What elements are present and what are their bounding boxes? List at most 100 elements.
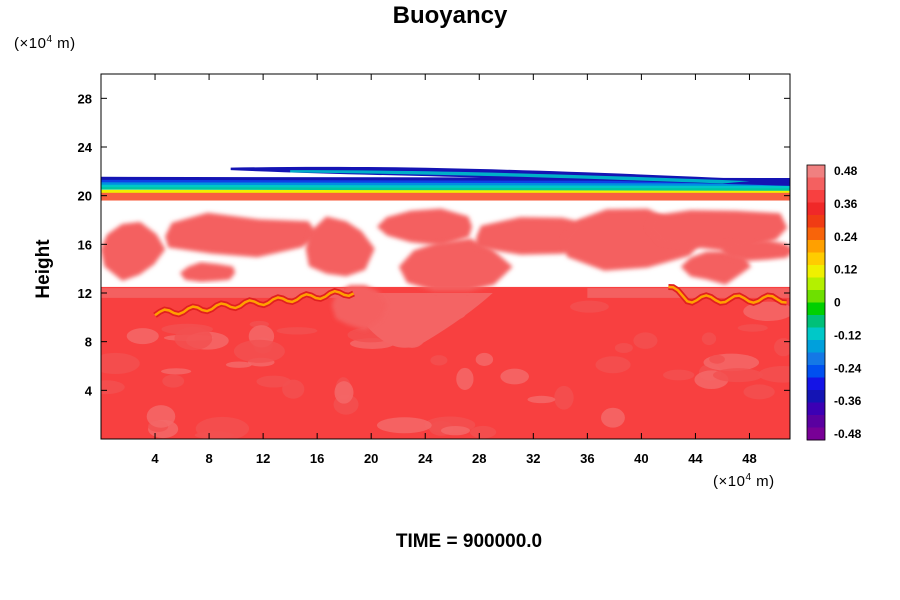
y-tick-label: 8 bbox=[85, 335, 92, 350]
lower-texture bbox=[600, 407, 625, 428]
lower-texture bbox=[500, 368, 529, 385]
colorbar-label: -0.24 bbox=[834, 361, 862, 375]
upper-band-left bbox=[101, 288, 345, 298]
x-tick-label: 12 bbox=[256, 451, 270, 466]
lower-texture bbox=[475, 352, 494, 366]
colorbar-label: -0.12 bbox=[834, 328, 862, 342]
colorbar-label: 0.24 bbox=[834, 230, 858, 244]
x-tick-label: 36 bbox=[580, 451, 594, 466]
plot-frame bbox=[100, 73, 791, 440]
colorbar-swatch bbox=[807, 227, 825, 241]
streak-inner bbox=[290, 170, 750, 184]
lower-texture bbox=[469, 425, 497, 439]
lower-texture bbox=[225, 361, 252, 368]
colorbar-swatch bbox=[807, 365, 825, 378]
lower-texture bbox=[701, 332, 717, 346]
lower-texture bbox=[282, 379, 305, 399]
colorbar-swatch bbox=[807, 265, 825, 278]
lower-texture bbox=[713, 368, 764, 383]
upper-patch bbox=[376, 208, 473, 246]
band-red bbox=[101, 190, 790, 201]
lower-texture bbox=[758, 366, 790, 383]
colorbar-swatch bbox=[807, 352, 825, 366]
lower-texture bbox=[233, 339, 285, 363]
colorbar-swatch bbox=[807, 277, 825, 291]
lower-texture bbox=[101, 380, 125, 395]
colorbar-label: 0.12 bbox=[834, 263, 858, 277]
front-core-convective-front-left bbox=[154, 289, 355, 317]
x-axis-unit: (×104 m) bbox=[713, 472, 775, 490]
lower-texture bbox=[194, 431, 235, 439]
lower-texture bbox=[527, 395, 556, 404]
upper-band-right bbox=[587, 288, 790, 298]
colorbar-label: 0.36 bbox=[834, 197, 858, 211]
lower-texture bbox=[456, 367, 474, 391]
lower-texture bbox=[256, 375, 291, 388]
colorbar-swatch bbox=[807, 165, 825, 178]
upper-patch bbox=[179, 262, 236, 282]
x-axis-ticks: 4 8 12 16 20 24 28 32 36 40 44 48 bbox=[151, 74, 757, 466]
lower-texture bbox=[430, 355, 448, 366]
x-tick-label: 4 bbox=[151, 451, 159, 466]
x-unit-prefix: (×10 bbox=[713, 473, 746, 490]
y-tick-label: 24 bbox=[78, 140, 93, 155]
front-core-convective-front-right bbox=[668, 285, 787, 305]
colorbar-swatch bbox=[807, 177, 825, 191]
x-tick-label: 24 bbox=[418, 451, 433, 466]
colorbar-swatch bbox=[807, 390, 825, 403]
upper-patch bbox=[721, 240, 790, 261]
lower-texture bbox=[774, 338, 790, 357]
x-unit-suffix: m) bbox=[751, 473, 775, 490]
lower-texture bbox=[743, 301, 790, 322]
colorbar-swatch bbox=[807, 252, 825, 266]
colorbar-label: -0.36 bbox=[834, 394, 862, 408]
time-label: TIME = 900000.0 bbox=[395, 531, 543, 552]
upper-patch bbox=[305, 216, 375, 277]
lower-texture bbox=[101, 352, 140, 375]
upper-patch bbox=[398, 238, 513, 291]
y-unit-suffix: m) bbox=[52, 35, 76, 52]
colorbar-label: 0.48 bbox=[834, 164, 858, 178]
x-tick-label: 48 bbox=[742, 451, 756, 466]
x-tick-label: 32 bbox=[526, 451, 540, 466]
colorbar-label: -0.48 bbox=[834, 427, 862, 441]
colorbar-swatch bbox=[807, 402, 825, 416]
y-tick-label: 12 bbox=[78, 286, 92, 301]
y-tick-label: 20 bbox=[78, 189, 92, 204]
lower-texture bbox=[376, 417, 432, 434]
band-yellow bbox=[101, 189, 790, 193]
x-tick-label: 20 bbox=[364, 451, 378, 466]
colorbar-swatch bbox=[807, 327, 825, 341]
colorbar-swatch bbox=[807, 415, 825, 428]
y-unit-prefix: (×10 bbox=[14, 35, 47, 52]
lower-texture bbox=[126, 328, 159, 345]
x-tick-label: 8 bbox=[205, 451, 212, 466]
upper-patch bbox=[101, 221, 166, 281]
upper-patch bbox=[680, 251, 751, 285]
y-unit-exponent: 4 bbox=[46, 34, 53, 45]
buoyancy-field bbox=[101, 166, 790, 439]
upper-patch bbox=[165, 212, 320, 258]
colorbar-swatch bbox=[807, 240, 825, 253]
lower-texture bbox=[737, 324, 768, 332]
lower-texture bbox=[595, 356, 631, 374]
y-axis-unit: (×104 m) bbox=[14, 34, 76, 52]
x-tick-label: 44 bbox=[688, 451, 703, 466]
y-axis-ticks: 4 8 12 16 20 24 28 bbox=[78, 91, 790, 398]
y-tick-label: 4 bbox=[85, 383, 93, 398]
lower-texture bbox=[174, 326, 213, 351]
colorbar-swatch bbox=[807, 340, 825, 353]
colorbar-swatch bbox=[807, 215, 825, 228]
lower-texture bbox=[334, 381, 354, 404]
lower-texture bbox=[161, 368, 192, 375]
lower-texture bbox=[709, 354, 725, 364]
colorbar-swatch bbox=[807, 190, 825, 203]
x-tick-label: 16 bbox=[310, 451, 324, 466]
x-unit-exponent: 4 bbox=[745, 472, 752, 483]
colorbar-swatch bbox=[807, 315, 825, 328]
lower-texture bbox=[440, 425, 471, 436]
y-tick-label: 16 bbox=[78, 237, 92, 252]
colorbar-swatch bbox=[807, 290, 825, 303]
lower-texture bbox=[276, 327, 318, 335]
lower-texture bbox=[743, 384, 775, 400]
